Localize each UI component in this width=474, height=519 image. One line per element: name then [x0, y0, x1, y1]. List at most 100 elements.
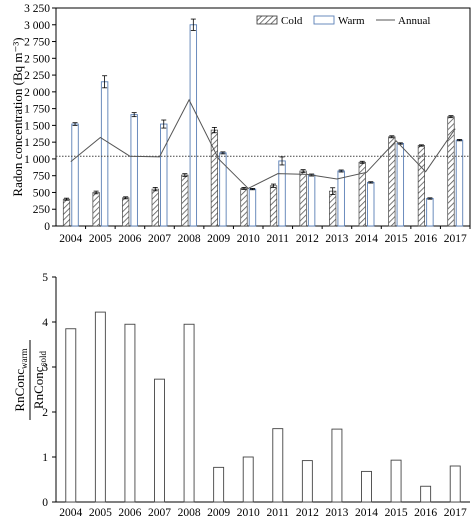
chart1-y-tick-label: 0: [44, 221, 50, 233]
legend-cold-swatch: [256, 15, 278, 25]
svg-text:RnConccold: RnConccold: [31, 350, 48, 409]
chart2-x-tick-label: 2015: [385, 507, 408, 519]
chart2-x-tick-label: 2009: [207, 507, 230, 519]
chart1-x-tick-label: 2010: [237, 233, 260, 245]
ratio-bar: [154, 378, 165, 503]
cold-bar: [92, 192, 100, 227]
ratio-bar: [94, 311, 106, 503]
chart1-y-tick-label: 2 000: [24, 87, 50, 99]
chart2-x-tick-label: 2012: [296, 507, 319, 519]
warm-bar: [189, 24, 198, 227]
chart1-x-tick-label: 2017: [444, 233, 467, 245]
warm-bar: [160, 123, 168, 227]
chart1-x-tick-label: 2005: [89, 233, 112, 245]
ratio-bar: [272, 428, 284, 503]
ratio-bar: [242, 456, 254, 503]
chart1-y-tick-label: 500: [33, 187, 51, 199]
chart1-y-tick-label: 2 250: [24, 70, 50, 82]
chart2-x-tick-label: 2014: [355, 507, 378, 519]
legend-annual-label: Annual: [398, 15, 430, 27]
ratio-bar: [420, 485, 432, 503]
chart2-bars: [65, 311, 461, 503]
chart2-y-tick-label: 4: [42, 317, 48, 329]
chart2-x-tick-label: 2011: [266, 507, 289, 519]
chart1-x-tick-label: 2014: [355, 233, 378, 245]
cold-bar: [358, 161, 366, 227]
warm-bar: [130, 114, 138, 227]
chart2-x-tick-label: 2006: [118, 507, 141, 519]
chart1-plot-frame: [55, 7, 471, 227]
warm-bar: [367, 181, 375, 227]
svg-text:RnConcwarm: RnConcwarm: [12, 348, 29, 411]
ratio-numerator: RnConc: [12, 369, 27, 412]
chart2-x-tick-label: 2010: [237, 507, 260, 519]
cold-bar: [151, 188, 159, 227]
chart1-y-tick-label: 1 750: [24, 104, 50, 116]
ratio-numerator-sub: warm: [19, 348, 29, 369]
ratio-bar: [183, 323, 195, 503]
chart2-y-tick-label: 2: [42, 407, 48, 419]
ratio-denominator: RnConc: [31, 366, 46, 409]
chart2-x-tick-label: 2007: [148, 507, 171, 519]
chart1-x-tick-label: 2015: [385, 233, 408, 245]
chart1-y-axis-label: Radon concentration (Bq m⁻³): [10, 37, 25, 196]
warm-bar: [426, 198, 434, 227]
chart1-x-tick-label: 2008: [178, 233, 201, 245]
ratio-bar: [213, 466, 225, 503]
chart1-y-tick-label: 3 250: [24, 3, 50, 15]
cold-bar: [240, 188, 248, 227]
chart2-x-tick-label: 2016: [414, 507, 437, 519]
warm-bar: [278, 160, 286, 227]
chart1-axes: [55, 7, 471, 227]
legend-cold-label: Cold: [281, 15, 303, 27]
chart1-y-tick-label: 3 000: [24, 20, 50, 32]
chart2-x-tick-label: 2005: [89, 507, 112, 519]
warm-bar: [337, 170, 345, 227]
chart1-y-tick-label: 750: [33, 171, 51, 183]
chart2-x-tick-label: 2017: [444, 507, 467, 519]
chart1-x-tick-label: 2007: [148, 233, 171, 245]
legend-warm-label: Warm: [338, 15, 365, 27]
radon-concentration-chart: 0 250 500 750 1 000 1 250 1 500 1 750 2 000 2 250…: [10, 3, 471, 245]
chart1-y-tick-label: 2 750: [24, 37, 50, 49]
cold-bar: [62, 198, 71, 227]
warm-bar: [71, 123, 79, 227]
chart2-y-tick-label: 5: [42, 272, 48, 284]
chart2-x-tick-label: 2004: [59, 507, 82, 519]
radon-ratio-chart: 0 1 2 3 4 5 2004 2005 2006 2007 2008 2009 2010 2011 20…: [12, 272, 470, 519]
warm-bar: [248, 188, 257, 227]
chart1-x-tick-label: 2009: [207, 233, 230, 245]
warm-bar: [100, 81, 109, 227]
cold-bar: [447, 116, 455, 227]
cold-bar: [388, 136, 396, 227]
ratio-bar: [124, 323, 136, 503]
ratio-bar: [449, 465, 461, 503]
chart2-x-tick-label: 2008: [178, 507, 201, 519]
chart2-axes: [55, 277, 470, 503]
chart1-x-tick-label: 2006: [118, 233, 141, 245]
ratio-bar: [301, 460, 313, 503]
chart2-y-tick-label: 1: [42, 452, 48, 464]
cold-bar: [210, 129, 218, 227]
chart1-x-tick-label: 2016: [414, 233, 437, 245]
cold-bar: [269, 185, 278, 227]
chart1-y-tick-label: 250: [33, 204, 51, 216]
chart1-y-tick-label: 2 500: [24, 53, 50, 65]
chart1-legend: Cold Warm Annual: [256, 15, 430, 27]
cold-bar: [329, 190, 337, 227]
chart1-x-tick-label: 2012: [296, 233, 319, 245]
annual-line: [70, 98, 456, 190]
chart1-bars: [62, 18, 464, 227]
chart1-y-tick-label: 1 000: [24, 154, 50, 166]
chart1-x-tick-label: 2011: [266, 233, 289, 245]
chart1-x-tick-label: 2013: [325, 233, 348, 245]
warm-bar: [307, 174, 316, 227]
chart1-y-tick-label: 1 250: [24, 137, 50, 149]
chart1-ticks: 0 250 500 750 1 000 1 250 1 500 1 750 2 000 2 250…: [24, 3, 471, 245]
ratio-denominator-sub: cold: [38, 350, 48, 366]
chart1-x-tick-label: 2004: [59, 233, 82, 245]
chart1-y-tick-label: 1 500: [24, 120, 50, 132]
ratio-bar: [361, 470, 372, 503]
chart2-y-tick-label: 3: [42, 362, 48, 374]
